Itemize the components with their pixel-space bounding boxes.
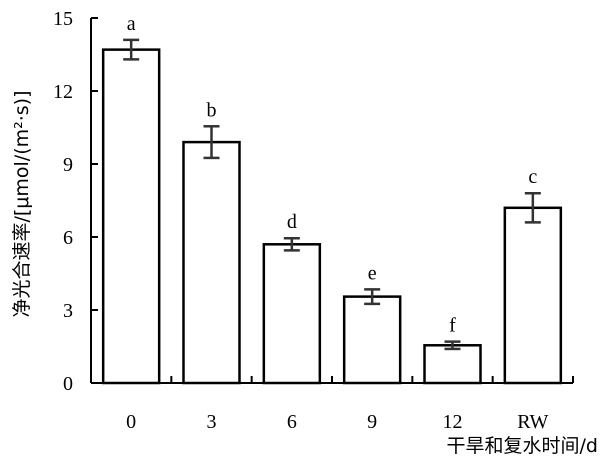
x-axis-title: 干旱和复水时间/d bbox=[447, 435, 598, 457]
plot-area: 0 3 6 9 12 15 a 0 b 3 d 6 e 9 f 12 c RW bbox=[53, 8, 574, 433]
x-tick-label: 9 bbox=[367, 411, 377, 433]
significance-label: d bbox=[287, 211, 297, 233]
y-tick-label: 12 bbox=[53, 81, 73, 103]
bar bbox=[262, 243, 322, 385]
y-axis-title: 净光合速率/[μmol/(m²·s)] bbox=[11, 90, 33, 317]
y-tick-label: 9 bbox=[63, 154, 73, 176]
x-tick-label: 3 bbox=[207, 411, 217, 433]
significance-label: c bbox=[528, 166, 537, 188]
y-tick-label: 3 bbox=[63, 300, 73, 322]
bar bbox=[182, 140, 241, 385]
x-tick-label: 12 bbox=[443, 411, 463, 433]
significance-label: a bbox=[127, 13, 136, 35]
x-tick-label: 0 bbox=[126, 411, 136, 433]
x-tick-label: 6 bbox=[287, 411, 297, 433]
significance-label: e bbox=[368, 262, 377, 284]
y-tick-label: 6 bbox=[63, 227, 73, 249]
x-tick-label: RW bbox=[517, 411, 548, 433]
bar bbox=[101, 48, 161, 385]
bar bbox=[423, 344, 482, 385]
significance-label: f bbox=[449, 315, 456, 337]
bar bbox=[342, 295, 402, 385]
y-tick-label: 15 bbox=[53, 8, 73, 30]
significance-label: b bbox=[207, 99, 217, 121]
y-tick-label: 0 bbox=[63, 373, 73, 395]
bar bbox=[503, 206, 563, 385]
